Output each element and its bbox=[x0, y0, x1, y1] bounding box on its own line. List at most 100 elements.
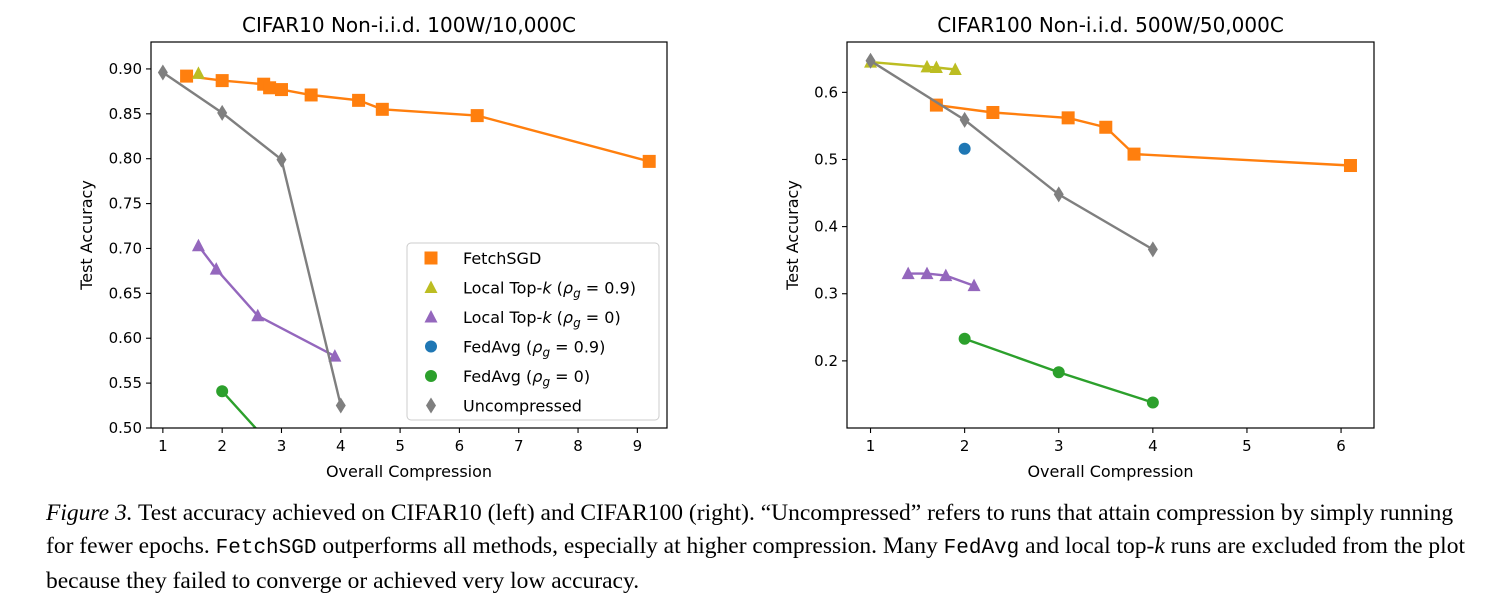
series-fedavg-g-0 bbox=[216, 385, 270, 443]
series-fetchsgd bbox=[929, 98, 1357, 173]
series-fetchsgd bbox=[180, 69, 656, 168]
chart-title: CIFAR100 Non-i.i.d. 500W/50,000C bbox=[937, 13, 1284, 37]
data-point bbox=[215, 74, 229, 88]
series-fedavg-g-0 bbox=[958, 332, 1159, 409]
caption-text: outperforms all methods, especially at h… bbox=[316, 533, 944, 559]
legend-marker bbox=[424, 251, 438, 265]
y-tick-label: 0.90 bbox=[109, 60, 142, 78]
series-line bbox=[936, 103, 1351, 167]
x-tick-label: 6 bbox=[455, 437, 465, 455]
x-tick-label: 4 bbox=[1148, 437, 1158, 455]
data-point bbox=[920, 266, 934, 280]
data-point bbox=[929, 98, 943, 112]
data-point bbox=[1343, 159, 1357, 173]
data-point bbox=[865, 52, 876, 69]
legend-label: Uncompressed bbox=[463, 397, 582, 416]
y-tick-label: 0.2 bbox=[814, 352, 838, 370]
legend-marker bbox=[425, 340, 437, 353]
data-point bbox=[959, 111, 970, 128]
x-axis-label: Overall Compression bbox=[326, 462, 492, 481]
data-point bbox=[1099, 120, 1113, 134]
y-tick-label: 0.5 bbox=[814, 150, 838, 168]
y-axis-label: Test Accuracy bbox=[77, 180, 96, 291]
legend-entry: Uncompressed bbox=[426, 397, 582, 416]
legend-box bbox=[406, 242, 660, 421]
legend-marker bbox=[424, 280, 438, 293]
data-point bbox=[967, 278, 981, 292]
x-tick-label: 5 bbox=[1242, 437, 1252, 455]
series-line bbox=[870, 60, 956, 71]
x-tick-label: 6 bbox=[1336, 437, 1346, 455]
data-point bbox=[939, 268, 953, 282]
series-local-top-k-g-0-9 bbox=[191, 66, 205, 79]
data-point bbox=[1127, 147, 1141, 161]
data-point bbox=[1147, 241, 1158, 258]
legend-entry: FedAvg (ρg = 0.9) bbox=[425, 338, 605, 360]
series-local-top-k-g-0 bbox=[901, 266, 981, 292]
series-line bbox=[197, 245, 336, 358]
x-tick-label: 3 bbox=[1054, 437, 1064, 455]
x-tick-label: 2 bbox=[960, 437, 970, 455]
series-fedavg-g-0-9 bbox=[958, 142, 971, 155]
figure-caption: Figure 3. Test accuracy achieved on CIFA… bbox=[46, 497, 1486, 598]
x-tick-label: 1 bbox=[158, 437, 168, 455]
chart-1: CIFAR10 Non-i.i.d. 100W/10,000C 1 2 3 4 5 6 7 8 9… bbox=[77, 13, 668, 481]
caption-text: Test accuracy achieved on CIFAR10 (left)… bbox=[46, 500, 1454, 559]
data-point bbox=[375, 102, 389, 116]
data-point bbox=[328, 349, 342, 362]
data-point bbox=[216, 385, 229, 398]
series-line bbox=[221, 390, 258, 428]
y-tick-label: 0.75 bbox=[109, 195, 142, 213]
x-tick-label: 7 bbox=[514, 437, 524, 455]
chart-2: CIFAR100 Non-i.i.d. 500W/50,000C 1 2 3 4 5 6 0.… bbox=[783, 13, 1375, 481]
y-tick-label: 0.85 bbox=[109, 105, 142, 123]
y-tick-label: 0.4 bbox=[814, 218, 838, 236]
y-axis-label: Test Accuracy bbox=[783, 180, 802, 291]
data-point bbox=[180, 69, 194, 83]
y-tick-label: 0.60 bbox=[109, 329, 142, 347]
legend-label: Local Top-k (ρg = 0.9) bbox=[463, 279, 636, 301]
data-point bbox=[1146, 396, 1159, 409]
y-tick-label: 0.50 bbox=[109, 419, 142, 437]
legend-entry: FetchSGD bbox=[424, 249, 541, 268]
caption-text: runs are excluded from the plot because … bbox=[46, 533, 1465, 594]
y-tick-label: 0.70 bbox=[109, 239, 142, 257]
series-line bbox=[869, 59, 1154, 251]
x-tick-label: 1 bbox=[866, 437, 876, 455]
legend-marker bbox=[426, 397, 436, 414]
x-tick-label: 8 bbox=[573, 437, 583, 455]
series-uncompressed bbox=[157, 64, 346, 414]
caption-text: k bbox=[1154, 533, 1165, 559]
data-point bbox=[209, 262, 223, 275]
data-point bbox=[352, 93, 366, 107]
plot-frame bbox=[150, 41, 668, 429]
data-point bbox=[958, 142, 971, 155]
legend-label: FedAvg (ρg = 0) bbox=[463, 367, 590, 389]
legend-entry: FedAvg (ρg = 0) bbox=[425, 367, 590, 389]
x-axis-label: Overall Compression bbox=[1027, 462, 1193, 481]
data-point bbox=[901, 266, 915, 280]
data-point bbox=[1053, 186, 1064, 203]
legend-label: FedAvg (ρg = 0.9) bbox=[463, 338, 605, 360]
series-uncompressed bbox=[865, 52, 1158, 258]
data-point bbox=[335, 397, 346, 414]
y-tick-label: 0.65 bbox=[109, 284, 142, 302]
data-point bbox=[217, 104, 228, 121]
data-point bbox=[958, 332, 971, 345]
data-point bbox=[304, 88, 318, 102]
chart-title: CIFAR10 Non-i.i.d. 100W/10,000C bbox=[242, 13, 576, 37]
legend-label: Local Top-k (ρg = 0) bbox=[463, 308, 621, 330]
data-point bbox=[274, 83, 288, 97]
y-tick-label: 0.3 bbox=[814, 285, 838, 303]
legend-label: FetchSGD bbox=[463, 249, 541, 268]
data-point bbox=[948, 62, 962, 76]
data-point bbox=[929, 60, 943, 74]
data-point bbox=[276, 151, 287, 168]
series-local-top-k-g-0 bbox=[191, 238, 342, 362]
y-tick-label: 0.55 bbox=[109, 374, 142, 392]
data-point bbox=[258, 431, 270, 443]
data-point bbox=[157, 64, 168, 81]
data-point bbox=[1061, 111, 1075, 125]
caption-text: and local top- bbox=[1019, 533, 1155, 559]
data-point bbox=[263, 81, 277, 95]
